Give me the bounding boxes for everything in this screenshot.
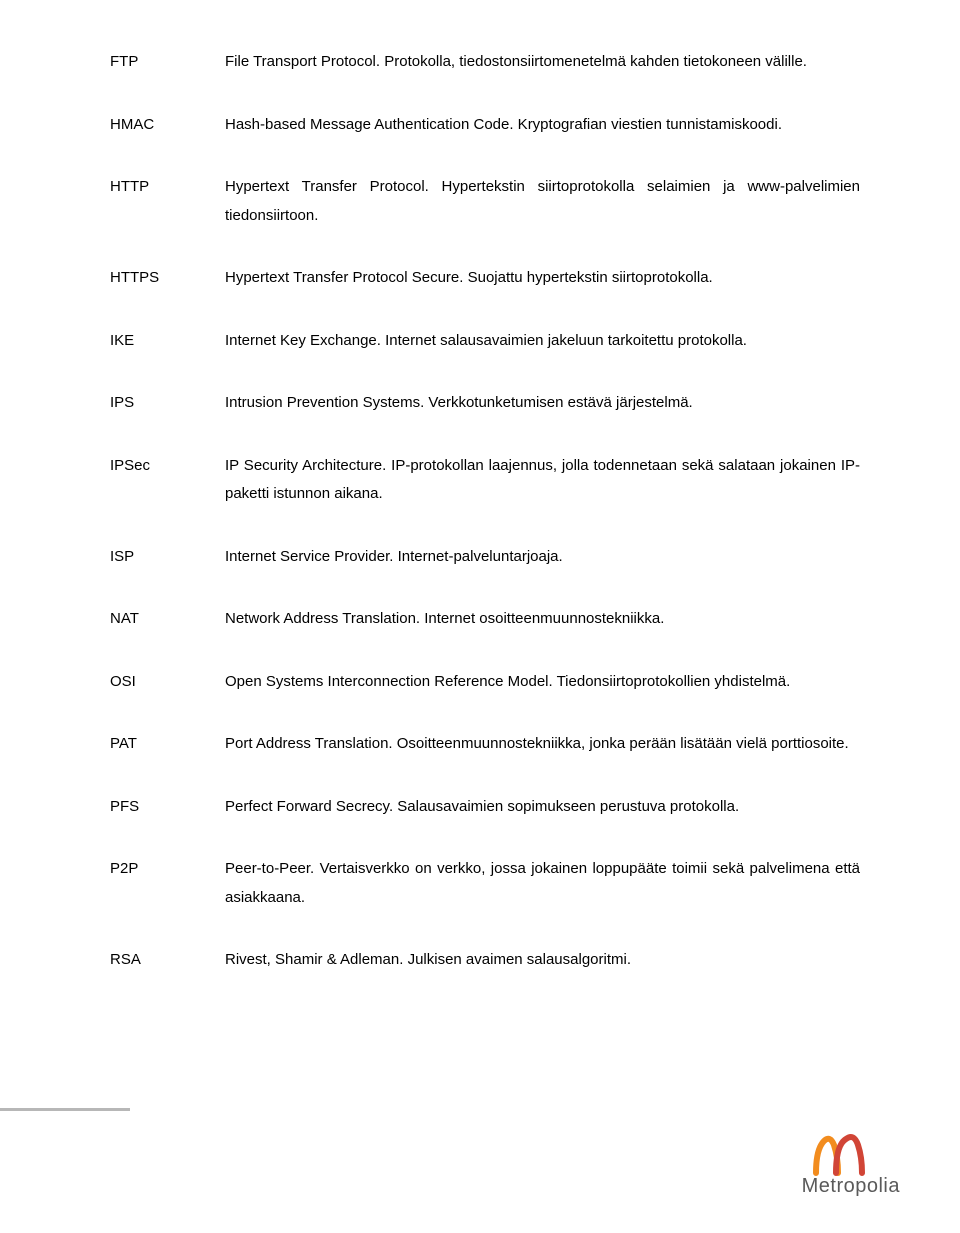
- definition-entry: ISP Internet Service Provider. Internet-…: [110, 543, 860, 572]
- definition: Internet Service Provider. Internet-palv…: [225, 543, 860, 572]
- metropolia-logo: Metropolia: [802, 1131, 900, 1198]
- term: PFS: [110, 793, 225, 822]
- definition: Rivest, Shamir & Adleman. Julkisen avaim…: [225, 946, 860, 975]
- term: HMAC: [110, 111, 225, 140]
- definition-entry: PAT Port Address Translation. Osoitteenm…: [110, 730, 860, 759]
- definition-entry: RSA Rivest, Shamir & Adleman. Julkisen a…: [110, 946, 860, 975]
- term: IKE: [110, 327, 225, 356]
- term: PAT: [110, 730, 225, 759]
- term: HTTPS: [110, 264, 225, 293]
- definition: Port Address Translation. Osoitteenmuunn…: [225, 730, 860, 759]
- definition: Open Systems Interconnection Reference M…: [225, 668, 860, 697]
- definition-entry: PFS Perfect Forward Secrecy. Salausavaim…: [110, 793, 860, 822]
- definition-entry: FTP File Transport Protocol. Protokolla,…: [110, 48, 860, 77]
- term: HTTP: [110, 173, 225, 230]
- term: IPS: [110, 389, 225, 418]
- footer-divider: [0, 1108, 130, 1111]
- definition: Hypertext Transfer Protocol. Hyperteksti…: [225, 173, 860, 230]
- definition-entry: P2P Peer-to-Peer. Vertaisverkko on verkk…: [110, 855, 860, 912]
- definition: File Transport Protocol. Protokolla, tie…: [225, 48, 860, 77]
- definition: IP Security Architecture. IP-protokollan…: [225, 452, 860, 509]
- definition: Perfect Forward Secrecy. Salausavaimien …: [225, 793, 860, 822]
- definition: Network Address Translation. Internet os…: [225, 605, 860, 634]
- term: NAT: [110, 605, 225, 634]
- definition-entry: HTTP Hypertext Transfer Protocol. Hypert…: [110, 173, 860, 230]
- definition-entry: IPS Intrusion Prevention Systems. Verkko…: [110, 389, 860, 418]
- definition: Intrusion Prevention Systems. Verkkotunk…: [225, 389, 860, 418]
- definition-entry: IPSec IP Security Architecture. IP-proto…: [110, 452, 860, 509]
- logo-mark-icon: [810, 1131, 870, 1181]
- term: FTP: [110, 48, 225, 77]
- definitions-list: FTP File Transport Protocol. Protokolla,…: [0, 0, 960, 975]
- definition-entry: HMAC Hash-based Message Authentication C…: [110, 111, 860, 140]
- definition-entry: HTTPS Hypertext Transfer Protocol Secure…: [110, 264, 860, 293]
- term: P2P: [110, 855, 225, 912]
- definition-entry: IKE Internet Key Exchange. Internet sala…: [110, 327, 860, 356]
- definition-entry: NAT Network Address Translation. Interne…: [110, 605, 860, 634]
- definition-entry: OSI Open Systems Interconnection Referen…: [110, 668, 860, 697]
- term: RSA: [110, 946, 225, 975]
- term: OSI: [110, 668, 225, 697]
- term: IPSec: [110, 452, 225, 509]
- definition: Hash-based Message Authentication Code. …: [225, 111, 860, 140]
- term: ISP: [110, 543, 225, 572]
- definition: Peer-to-Peer. Vertaisverkko on verkko, j…: [225, 855, 860, 912]
- definition: Internet Key Exchange. Internet salausav…: [225, 327, 860, 356]
- definition: Hypertext Transfer Protocol Secure. Suoj…: [225, 264, 860, 293]
